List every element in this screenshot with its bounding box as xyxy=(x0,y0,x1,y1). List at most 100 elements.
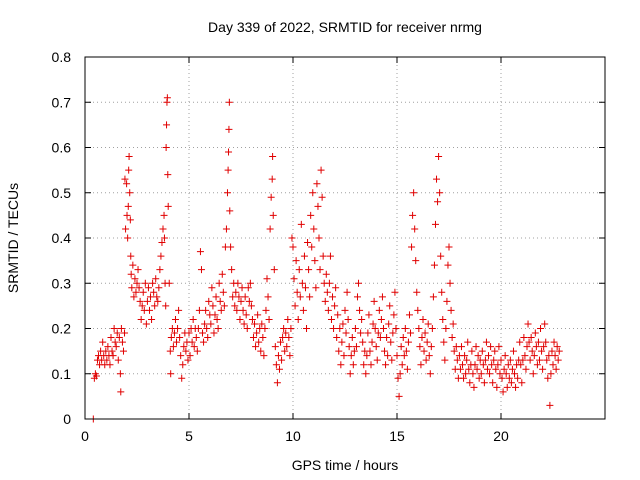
data-point xyxy=(531,329,539,337)
data-point xyxy=(160,234,168,242)
data-point xyxy=(217,306,225,314)
data-point xyxy=(247,302,255,310)
data-point xyxy=(248,315,256,323)
data-point xyxy=(339,320,347,328)
data-point xyxy=(530,352,538,360)
data-point xyxy=(418,334,426,342)
data-point xyxy=(434,198,442,206)
data-point xyxy=(156,266,164,274)
data-point xyxy=(390,311,398,319)
data-point xyxy=(137,315,145,323)
data-point xyxy=(292,257,300,265)
y-tick-label: 0 xyxy=(63,411,71,427)
data-point xyxy=(514,374,522,382)
data-point xyxy=(203,325,211,332)
data-point xyxy=(144,284,152,292)
data-point xyxy=(554,356,562,364)
data-point xyxy=(184,356,192,364)
data-point xyxy=(283,343,291,351)
data-point xyxy=(488,361,496,369)
data-point xyxy=(166,347,174,355)
data-point xyxy=(471,361,479,369)
data-point xyxy=(473,365,481,373)
data-point xyxy=(367,361,375,369)
data-point xyxy=(357,329,365,337)
data-point xyxy=(261,325,269,332)
data-point xyxy=(397,343,405,351)
data-point xyxy=(522,365,530,373)
data-point xyxy=(254,311,262,319)
data-point xyxy=(489,379,497,387)
data-point xyxy=(487,343,495,351)
data-point xyxy=(419,315,427,323)
data-point xyxy=(342,329,350,337)
data-point xyxy=(234,279,242,287)
data-point xyxy=(349,361,357,369)
data-point xyxy=(148,315,156,323)
data-point xyxy=(334,311,342,319)
data-point xyxy=(149,279,157,287)
data-point xyxy=(469,370,477,378)
data-point xyxy=(285,334,293,342)
data-point xyxy=(439,315,447,323)
data-point xyxy=(468,347,476,355)
data-point xyxy=(129,261,137,269)
data-point xyxy=(541,320,549,328)
data-point xyxy=(437,252,445,260)
data-point xyxy=(375,306,383,314)
data-point xyxy=(242,311,250,319)
data-point xyxy=(373,356,381,364)
data-point xyxy=(123,211,131,219)
data-point xyxy=(195,306,203,314)
data-point xyxy=(249,334,257,342)
data-point xyxy=(553,343,561,351)
data-point xyxy=(175,306,183,314)
data-point xyxy=(449,320,457,328)
data-point xyxy=(126,216,134,224)
data-point xyxy=(324,306,332,314)
data-point xyxy=(371,325,379,332)
data-point xyxy=(286,352,294,360)
data-point xyxy=(322,270,330,278)
data-point xyxy=(540,343,548,351)
data-point xyxy=(427,343,435,351)
data-point xyxy=(252,343,260,351)
data-point xyxy=(257,347,265,355)
data-point xyxy=(376,334,384,342)
data-point xyxy=(506,356,514,364)
data-point xyxy=(228,266,236,274)
data-point xyxy=(251,320,259,328)
data-point xyxy=(255,338,263,346)
data-point xyxy=(315,234,323,242)
data-point xyxy=(499,388,507,396)
data-point xyxy=(225,98,233,106)
data-point xyxy=(182,347,190,355)
data-point xyxy=(413,288,421,296)
data-point xyxy=(274,352,282,360)
data-point xyxy=(290,275,298,283)
data-point xyxy=(311,257,319,265)
data-point xyxy=(330,325,338,332)
data-point xyxy=(485,352,493,360)
data-point xyxy=(223,189,231,197)
data-point xyxy=(291,302,299,310)
data-point xyxy=(326,252,334,260)
data-point xyxy=(154,297,162,305)
data-point xyxy=(112,343,120,351)
data-point xyxy=(446,279,454,287)
data-point xyxy=(270,266,278,274)
data-point xyxy=(235,293,243,301)
data-point xyxy=(519,356,527,364)
x-tick-label: 5 xyxy=(185,428,193,444)
data-point xyxy=(450,347,458,355)
data-point xyxy=(539,365,547,373)
data-point xyxy=(229,293,237,301)
data-point xyxy=(365,311,373,319)
data-point xyxy=(225,148,233,156)
data-point xyxy=(382,361,390,369)
data-point xyxy=(197,266,205,274)
data-point xyxy=(141,279,149,287)
data-point xyxy=(114,356,122,364)
data-point xyxy=(279,334,287,342)
